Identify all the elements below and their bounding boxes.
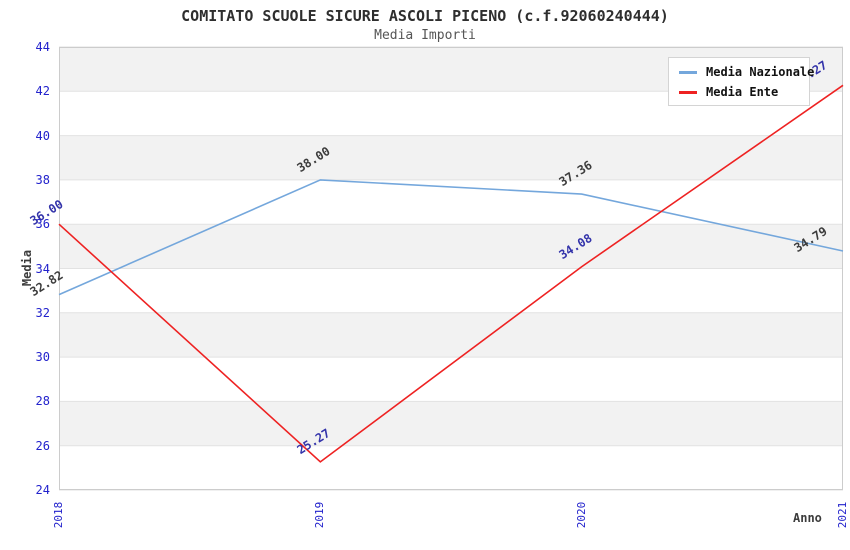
x-tick-label: 2020: [574, 501, 588, 529]
y-tick-label: 28: [35, 394, 50, 409]
grid-band: [59, 401, 843, 446]
x-tick-label: 2019: [313, 501, 327, 529]
media-ente-line-swatch-icon: [679, 90, 697, 94]
grid-band: [59, 135, 843, 180]
grid-band: [59, 312, 843, 358]
chart-title: COMITATO SCUOLE SICURE ASCOLI PICENO (c.…: [181, 7, 669, 25]
y-tick-label: 40: [35, 128, 50, 143]
y-tick-label: 38: [35, 172, 50, 187]
plot-area: 32.82 38.00 37.36 34.79 36.00 25.27 34.08 42.27: [28, 46, 844, 491]
media-nazionale-line-swatch-icon: [679, 70, 697, 74]
series-line-media-nazionale: [58, 179, 844, 296]
series-line-media-ente: [58, 84, 844, 463]
y-tick-label: 36: [35, 217, 50, 232]
grid-band: [59, 224, 843, 269]
plot-svg: [58, 46, 844, 491]
y-tick-label: 26: [35, 438, 50, 453]
x-tick-label: 2018: [52, 501, 65, 529]
legend-item-media-ente: Media Ente: [679, 85, 801, 99]
y-tick-label: 30: [35, 350, 50, 365]
x-axis-title: Anno: [793, 511, 822, 525]
y-axis-title: Media: [20, 249, 34, 287]
y-tick-label: 34: [35, 261, 50, 276]
legend-label: Media Nazionale: [706, 65, 815, 79]
plot-border: [59, 47, 843, 490]
chart-subtitle: Media Importi: [374, 28, 476, 43]
y-tick-label: 24: [35, 483, 50, 497]
y-tick-label: 44: [35, 40, 50, 54]
legend: Media Nazionale Media Ente: [668, 57, 814, 106]
y-tick-label: 42: [35, 84, 50, 99]
legend-item-media-nazionale: Media Nazionale: [679, 65, 814, 79]
y-tick-label: 32: [35, 305, 50, 320]
legend-label: Media Ente: [706, 85, 779, 99]
